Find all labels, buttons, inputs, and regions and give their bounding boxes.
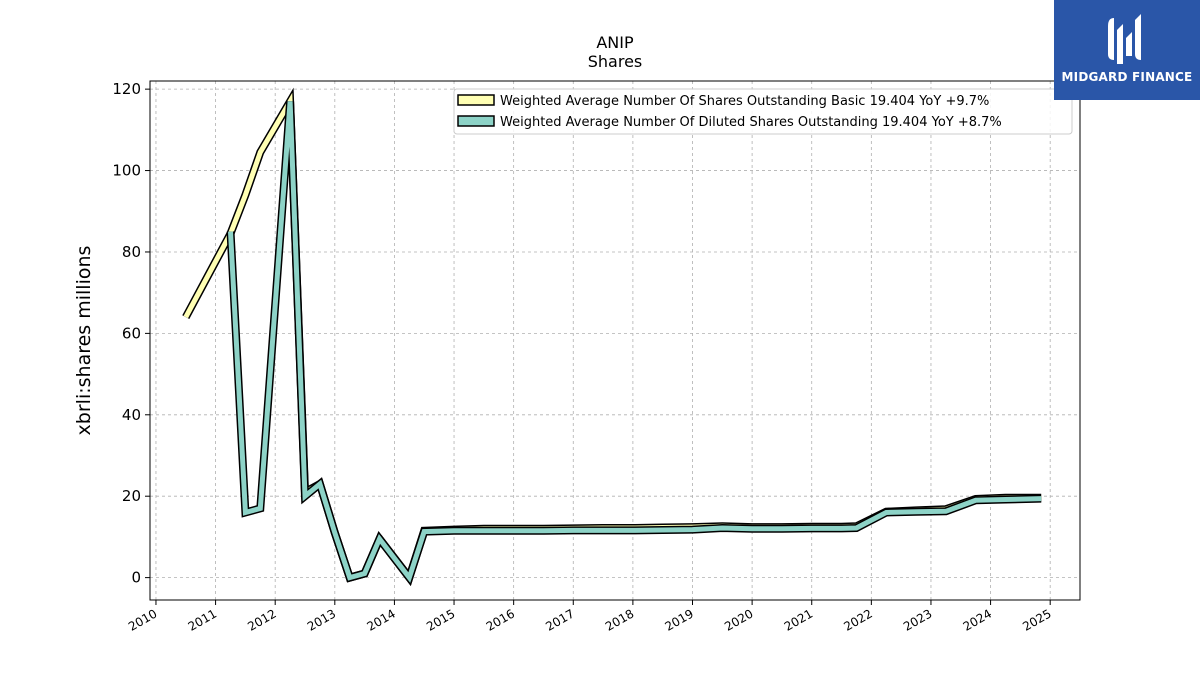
x-tick-label: 2011 (186, 606, 219, 633)
chart-title: ANIP (596, 33, 634, 52)
y-tick-label: 80 (122, 243, 141, 261)
y-tick-label: 20 (122, 487, 141, 505)
x-tick-label: 2014 (364, 606, 397, 633)
x-tick-label: 2025 (1020, 606, 1053, 633)
x-tick-label: 2020 (722, 606, 755, 633)
midgard-logo: MIDGARD FINANCE (1054, 0, 1200, 100)
plot-frame (149, 80, 1081, 601)
x-tick-label: 2023 (901, 606, 934, 633)
y-tick-label: 0 (131, 569, 141, 587)
x-tick-label: 2017 (543, 606, 576, 633)
series-outline-0 (182, 87, 1042, 587)
x-tick-label: 2022 (841, 606, 874, 633)
x-tick-label: 2024 (961, 606, 994, 633)
x-tick-label: 2016 (484, 606, 517, 633)
y-tick-label: 120 (112, 80, 141, 98)
y-tick-label: 100 (112, 162, 141, 180)
legend: Weighted Average Number Of Shares Outsta… (453, 88, 1073, 135)
series-lines (182, 87, 1042, 587)
series-outline-1 (226, 101, 1042, 587)
legend-label-0: Weighted Average Number Of Shares Outsta… (500, 94, 989, 109)
x-tick-label: 2013 (305, 606, 338, 633)
x-tick-label: 2021 (782, 606, 815, 633)
chart-subtitle: Shares (588, 52, 643, 71)
y-tick-label: 40 (122, 406, 141, 424)
x-tick-label: 2018 (603, 606, 636, 633)
midgard-logo-icon (1108, 14, 1141, 64)
x-tick-label: 2019 (663, 606, 696, 633)
brand-name: MIDGARD FINANCE (1061, 70, 1193, 84)
legend-box (453, 88, 1073, 135)
series-line-1 (228, 101, 1042, 583)
x-tick-label: 2010 (126, 606, 159, 633)
x-tick-label: 2012 (245, 606, 278, 633)
x-tick-label: 2015 (424, 606, 457, 633)
legend-label-1: Weighted Average Number Of Diluted Share… (500, 115, 1002, 130)
series-line-0 (183, 92, 1042, 583)
legend-swatch-1 (457, 115, 495, 127)
y-tick-label: 60 (122, 324, 141, 342)
legend-swatch-0 (457, 94, 495, 106)
y-axis-label: xbrli:shares millions (73, 246, 95, 436)
